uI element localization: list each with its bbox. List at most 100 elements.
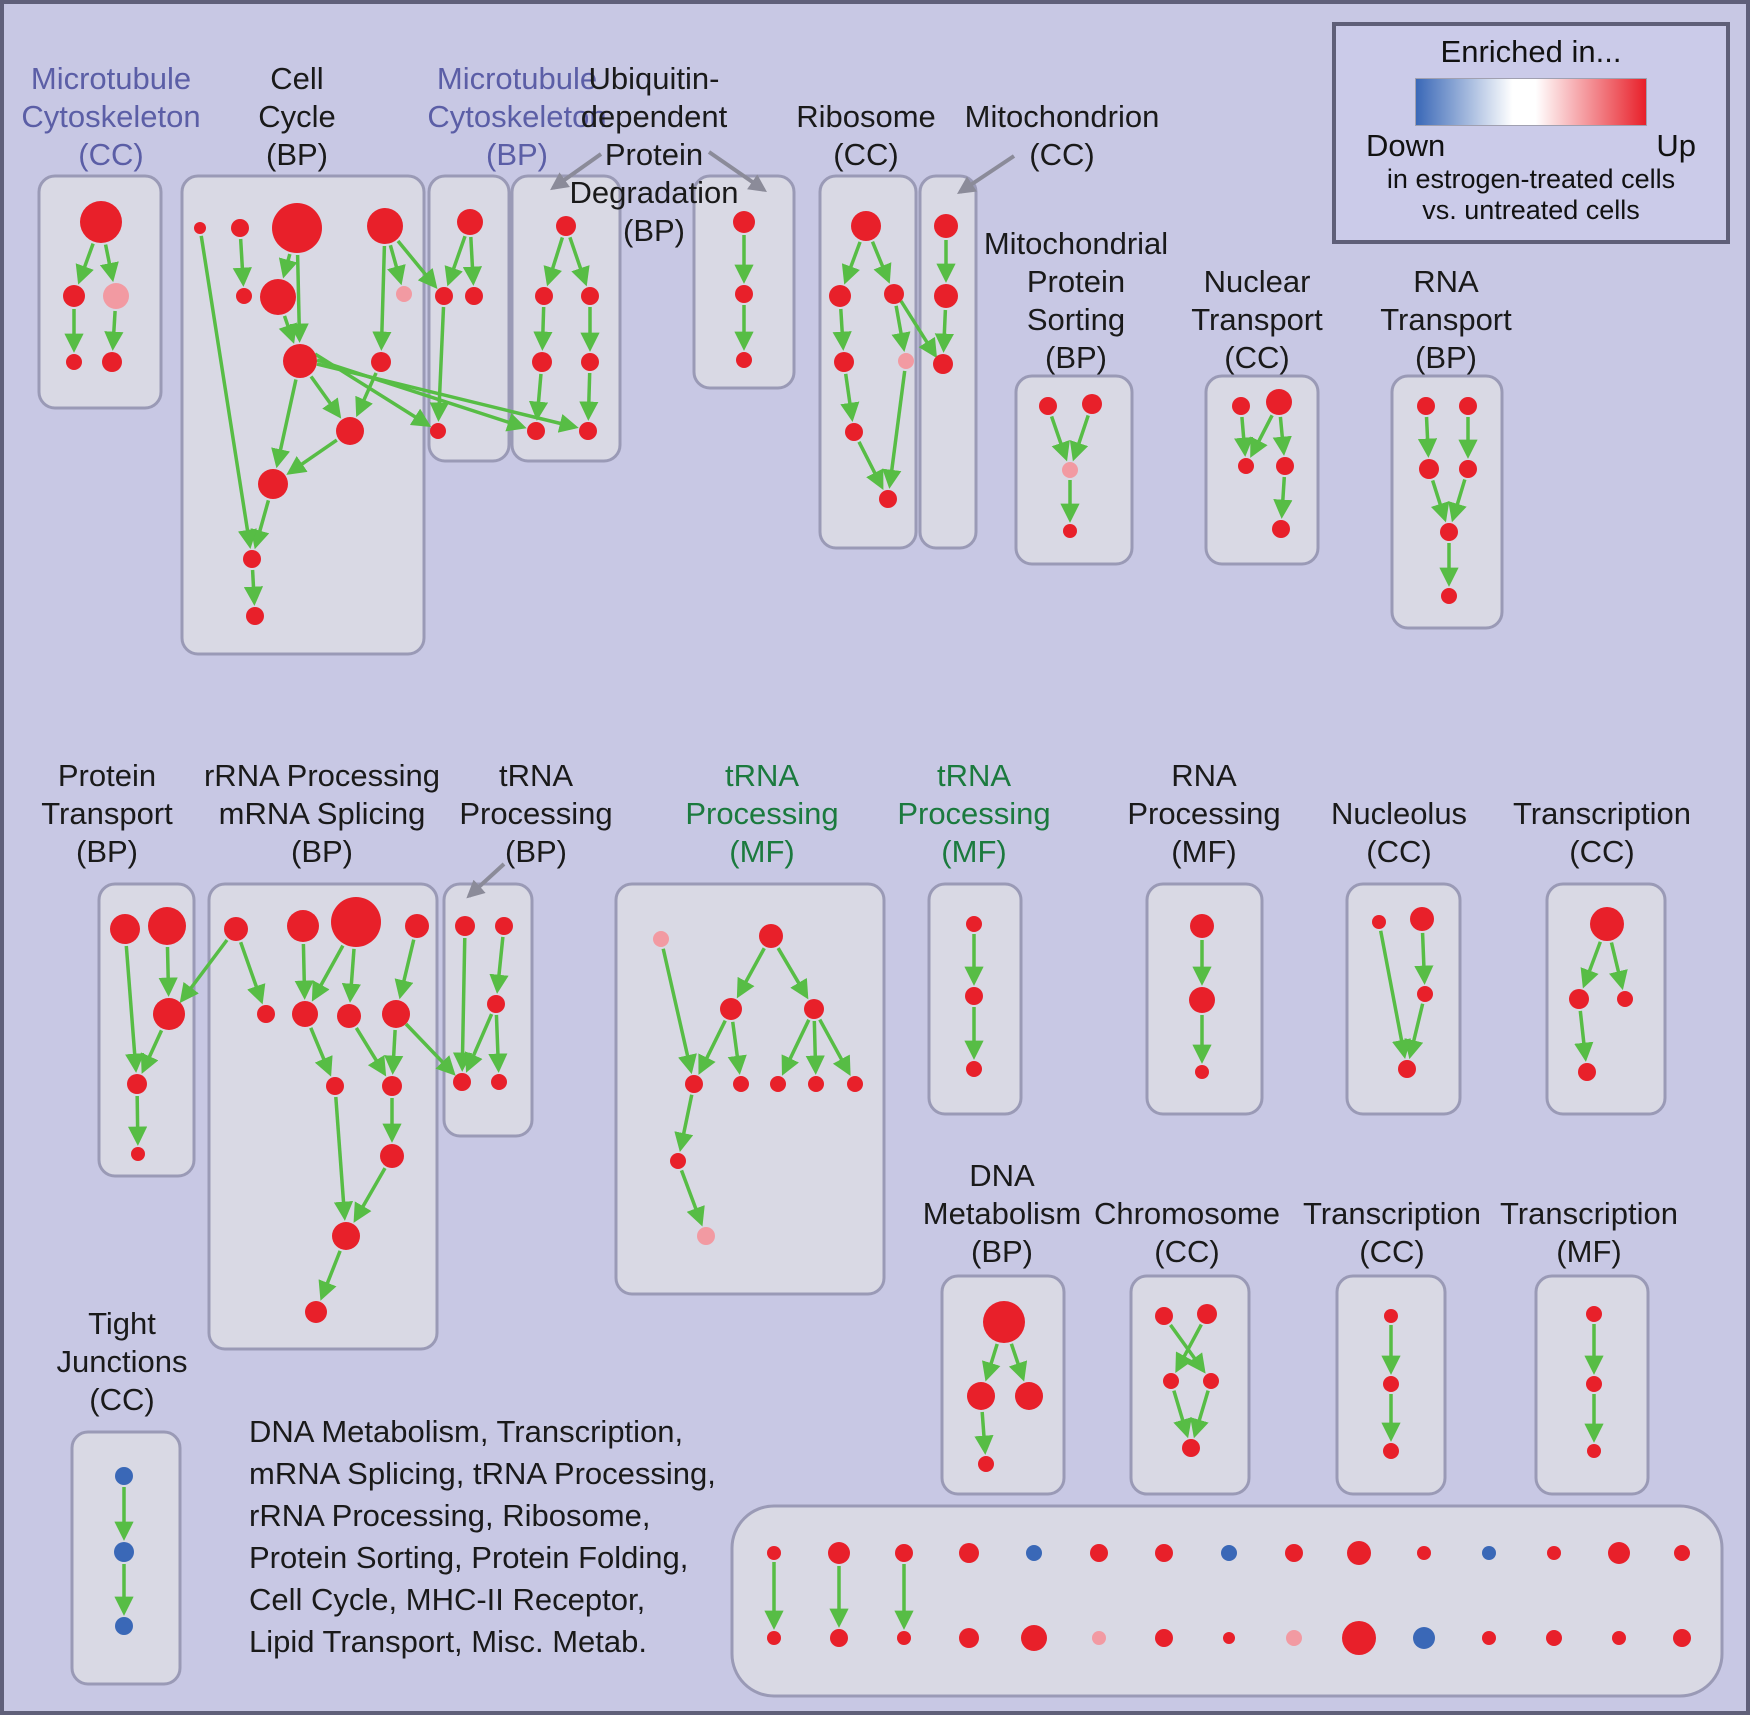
mitochondrial-protein-sorting-bp-node xyxy=(1063,524,1077,538)
protein-transport-bp-node xyxy=(127,1074,147,1094)
nuclear-transport-cc-node xyxy=(1232,397,1250,415)
trna-processing-bp-edge xyxy=(488,1014,508,1073)
ribosome-cc-edge xyxy=(882,370,907,489)
trna-processing-mf-large-label: tRNA Processing (MF) xyxy=(685,758,838,869)
dna-metabolism-bp-box xyxy=(940,1274,1066,1496)
ribosome-cc-node xyxy=(879,490,897,508)
rrna-processing-mrna-splicing-bp-edge xyxy=(354,1027,387,1077)
microtubule-cytoskeleton-cc-node xyxy=(102,352,122,372)
microtubule-cytoskeleton-cc-node xyxy=(80,201,122,243)
cell-cycle-bp-label: Cell Cycle (BP) xyxy=(258,61,336,172)
ubiquitin-degradation-bp-node xyxy=(532,352,552,372)
cell-cycle-bp-edge xyxy=(232,238,252,287)
microtubule-cytoskeleton-bp-node xyxy=(435,287,453,305)
misc-mixed-cluster-node xyxy=(1026,1545,1042,1561)
rrna-processing-mrna-splicing-bp-edge xyxy=(309,1027,333,1077)
microtubule-cytoskeleton-bp-label: Microtubule Cytoskeleton (BP) xyxy=(427,61,606,172)
trna-processing-mf-large-node xyxy=(670,1153,686,1169)
rrna-processing-mrna-splicing-bp-label: rRNA Processing mRNA Splicing (BP) xyxy=(204,758,440,869)
protein-transport-bp-node xyxy=(148,907,186,945)
microtubule-cytoskeleton-cc-edge xyxy=(99,244,119,283)
cell-cycle-bp-edge xyxy=(286,438,338,475)
ribosome-cc-node xyxy=(898,353,914,369)
cell-cycle-bp-edge xyxy=(278,253,298,279)
dna-metabolism-bp-node xyxy=(1015,1382,1043,1410)
pointer-arrow xyxy=(707,150,767,193)
microtubule-cytoskeleton-cc-edge xyxy=(75,243,95,285)
cell-cycle-bp-edge xyxy=(289,254,309,343)
rrna-processing-mrna-splicing-bp-edge xyxy=(353,1167,387,1223)
ribosome-cc-node xyxy=(884,284,904,304)
trna-processing-mf-large-edge xyxy=(674,1094,694,1153)
nuclear-transport-cc-edge xyxy=(1250,414,1274,458)
chromosome-cc-edge xyxy=(1190,1390,1210,1439)
rrna-processing-mrna-splicing-bp-edge xyxy=(384,1029,404,1075)
transcription-cc-upper-edge xyxy=(1609,942,1628,991)
trna-processing-mf-large-node xyxy=(720,998,742,1020)
ubiquitin-degradation-bp-node xyxy=(535,287,553,305)
chromosome-cc-node xyxy=(1163,1373,1179,1389)
trna-processing-mf-large-box xyxy=(614,882,886,1296)
ubiquitin-degradation-bp-node xyxy=(581,287,599,305)
ribosome-cc-node xyxy=(829,285,851,307)
ubiquitin-degradation-bp-edge xyxy=(533,306,553,351)
trna-processing-mf-large-edge xyxy=(727,1021,747,1075)
ubiquitin-degradation-bp-node xyxy=(579,422,597,440)
misc-mixed-cluster-node xyxy=(1608,1542,1630,1564)
ubiquitin-degradation-bp-node xyxy=(581,353,599,371)
nuclear-transport-cc-edge xyxy=(1234,416,1254,457)
misc-mixed-cluster-node xyxy=(1155,1544,1173,1562)
chromosome-cc-node xyxy=(1203,1373,1219,1389)
ubiquitin-degradation-bp-edge xyxy=(568,236,590,287)
cell-cycle-bp-node xyxy=(260,279,296,315)
cell-cycle-bp-edge xyxy=(271,379,298,469)
cell-cycle-bp-node xyxy=(367,208,403,244)
rna-transport-bp-node xyxy=(1459,397,1477,415)
trna-processing-mf-large-node xyxy=(770,1076,786,1092)
misc-mixed-cluster-box xyxy=(730,1504,1724,1698)
rrna-processing-mrna-splicing-bp-edge xyxy=(294,943,314,1000)
misc-mixed-cluster-node xyxy=(1342,1621,1376,1655)
ubiquitin-degradation-bp-node xyxy=(735,285,753,303)
misc-category-text: DNA Metabolism, Transcription, mRNA Splic… xyxy=(249,1414,716,1659)
misc-mixed-cluster-node xyxy=(1674,1545,1690,1561)
dna-metabolism-bp-edge xyxy=(982,1343,1001,1382)
nucleolus-cc-node xyxy=(1398,1060,1416,1078)
ubiquitin-degradation-bp-edge xyxy=(543,236,565,287)
misc-mixed-cluster-node xyxy=(959,1628,979,1648)
transcription-cc-lower-node xyxy=(1383,1443,1399,1459)
ribosome-cc-node xyxy=(851,211,881,241)
pointer-arrow xyxy=(957,154,1016,194)
nuclear-transport-cc-edge xyxy=(1272,416,1292,456)
cross-cluster-edge xyxy=(899,300,938,359)
trna-processing-bp-edge xyxy=(464,1013,494,1073)
microtubule-cytoskeleton-cc-node xyxy=(63,285,85,307)
misc-mixed-cluster-node xyxy=(767,1546,781,1560)
cell-cycle-bp-node xyxy=(258,469,288,499)
transcription-cc-upper-edge xyxy=(1574,1010,1594,1062)
nuclear-transport-cc-node xyxy=(1238,458,1254,474)
microtubule-cytoskeleton-cc-node xyxy=(66,354,82,370)
transcription-cc-lower-node xyxy=(1384,1309,1398,1323)
ribosome-cc-label: Ribosome (CC) xyxy=(796,99,936,172)
rna-transport-bp-node xyxy=(1459,460,1477,478)
rrna-processing-mrna-splicing-bp-node xyxy=(257,1005,275,1023)
cross-cluster-edge xyxy=(316,362,579,433)
rna-processing-mf-node xyxy=(1189,987,1215,1013)
misc-mixed-cluster-node xyxy=(1482,1631,1496,1645)
mitochondrial-protein-sorting-bp-label: Mitochondrial Protein Sorting (BP) xyxy=(984,226,1168,375)
misc-mixed-cluster-node xyxy=(1090,1544,1108,1562)
misc-mixed-cluster-node xyxy=(1547,1546,1561,1560)
cell-cycle-bp-edge xyxy=(278,315,297,344)
nucleolus-cc-edge xyxy=(1378,930,1411,1060)
pointer-arrow xyxy=(550,152,603,191)
rrna-processing-mrna-splicing-bp-node xyxy=(382,1076,402,1096)
protein-transport-bp-edge xyxy=(140,1029,164,1074)
chromosome-cc-node xyxy=(1182,1439,1200,1457)
legend-gradient-bar xyxy=(1415,78,1647,126)
ribosome-cc-edge xyxy=(832,308,852,351)
misc-mixed-cluster-node xyxy=(1612,1631,1626,1645)
rna-transport-bp-node xyxy=(1441,588,1457,604)
cell-cycle-bp-node xyxy=(243,550,261,568)
cell-cycle-bp-node xyxy=(246,607,264,625)
